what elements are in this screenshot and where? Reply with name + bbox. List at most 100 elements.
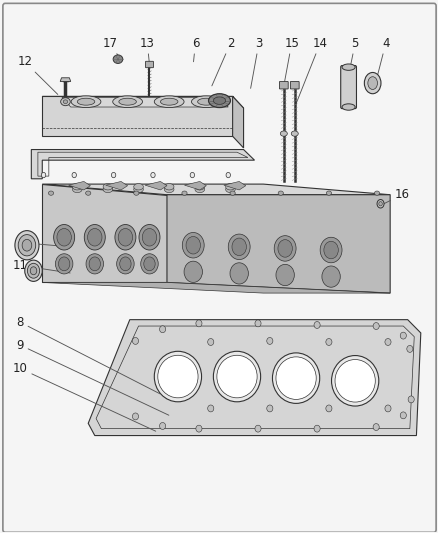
Text: 11: 11	[13, 259, 70, 273]
Polygon shape	[42, 184, 166, 282]
Ellipse shape	[376, 199, 383, 208]
Ellipse shape	[159, 326, 165, 333]
Polygon shape	[145, 181, 166, 190]
Polygon shape	[223, 181, 245, 190]
Ellipse shape	[277, 240, 292, 257]
Ellipse shape	[372, 322, 378, 329]
Ellipse shape	[142, 229, 156, 246]
Ellipse shape	[53, 224, 74, 250]
Polygon shape	[106, 181, 127, 190]
Ellipse shape	[197, 98, 215, 105]
Ellipse shape	[132, 337, 138, 344]
Ellipse shape	[15, 231, 39, 260]
Ellipse shape	[120, 257, 131, 271]
Ellipse shape	[119, 98, 136, 105]
Ellipse shape	[384, 405, 390, 412]
Ellipse shape	[48, 191, 53, 195]
Ellipse shape	[139, 224, 159, 250]
Ellipse shape	[134, 191, 139, 195]
Ellipse shape	[399, 412, 406, 419]
Ellipse shape	[325, 405, 331, 412]
Ellipse shape	[280, 131, 287, 136]
Text: 3: 3	[250, 37, 262, 88]
Ellipse shape	[118, 229, 132, 246]
Ellipse shape	[30, 266, 37, 274]
Ellipse shape	[18, 235, 35, 256]
Polygon shape	[42, 184, 389, 195]
FancyBboxPatch shape	[340, 66, 356, 109]
Ellipse shape	[228, 234, 250, 260]
Polygon shape	[166, 195, 389, 293]
Text: 4: 4	[374, 37, 389, 83]
Ellipse shape	[113, 55, 123, 63]
Ellipse shape	[194, 186, 204, 192]
Polygon shape	[232, 96, 243, 148]
Ellipse shape	[60, 98, 70, 106]
Ellipse shape	[230, 191, 235, 195]
Ellipse shape	[111, 172, 116, 177]
Ellipse shape	[86, 254, 103, 274]
Ellipse shape	[207, 405, 213, 412]
Ellipse shape	[406, 345, 412, 352]
Ellipse shape	[364, 72, 380, 94]
Ellipse shape	[181, 191, 187, 195]
Polygon shape	[42, 96, 243, 108]
Ellipse shape	[272, 353, 319, 403]
Ellipse shape	[319, 237, 341, 263]
Ellipse shape	[378, 201, 381, 206]
Ellipse shape	[150, 172, 155, 177]
Polygon shape	[62, 98, 228, 107]
Ellipse shape	[25, 260, 42, 281]
Ellipse shape	[225, 186, 235, 192]
Polygon shape	[31, 150, 254, 179]
Ellipse shape	[313, 425, 319, 432]
Ellipse shape	[77, 98, 95, 105]
Polygon shape	[184, 181, 206, 190]
Ellipse shape	[160, 98, 177, 105]
Ellipse shape	[191, 96, 221, 108]
Ellipse shape	[103, 183, 113, 190]
Ellipse shape	[367, 77, 377, 90]
Ellipse shape	[290, 131, 297, 136]
Ellipse shape	[254, 425, 261, 432]
Ellipse shape	[323, 241, 338, 259]
Ellipse shape	[144, 257, 155, 271]
Ellipse shape	[266, 337, 272, 344]
Text: 12: 12	[17, 55, 58, 94]
Ellipse shape	[208, 94, 230, 108]
Ellipse shape	[113, 96, 142, 108]
Ellipse shape	[186, 237, 200, 254]
Ellipse shape	[22, 239, 32, 251]
Ellipse shape	[384, 338, 390, 345]
Ellipse shape	[154, 96, 184, 108]
Ellipse shape	[58, 257, 70, 271]
Ellipse shape	[115, 224, 136, 250]
Ellipse shape	[63, 100, 67, 103]
Ellipse shape	[72, 172, 76, 177]
Ellipse shape	[274, 236, 295, 261]
Ellipse shape	[266, 405, 272, 412]
Text: 6: 6	[191, 37, 199, 62]
Ellipse shape	[372, 424, 378, 431]
Ellipse shape	[72, 183, 82, 190]
Ellipse shape	[225, 183, 235, 190]
Ellipse shape	[164, 186, 173, 192]
FancyBboxPatch shape	[145, 61, 153, 68]
Ellipse shape	[399, 332, 406, 339]
Ellipse shape	[71, 96, 101, 108]
Ellipse shape	[231, 238, 246, 256]
Ellipse shape	[182, 232, 204, 258]
Ellipse shape	[134, 183, 143, 190]
Ellipse shape	[213, 351, 260, 402]
Text: 15: 15	[284, 37, 298, 83]
Ellipse shape	[164, 183, 173, 190]
Ellipse shape	[213, 97, 225, 104]
Ellipse shape	[184, 261, 202, 282]
Text: 17: 17	[102, 37, 118, 55]
Ellipse shape	[132, 413, 138, 420]
Ellipse shape	[159, 423, 165, 430]
Ellipse shape	[216, 356, 257, 398]
Ellipse shape	[89, 257, 100, 271]
Ellipse shape	[407, 396, 413, 403]
Text: 14: 14	[295, 37, 327, 104]
